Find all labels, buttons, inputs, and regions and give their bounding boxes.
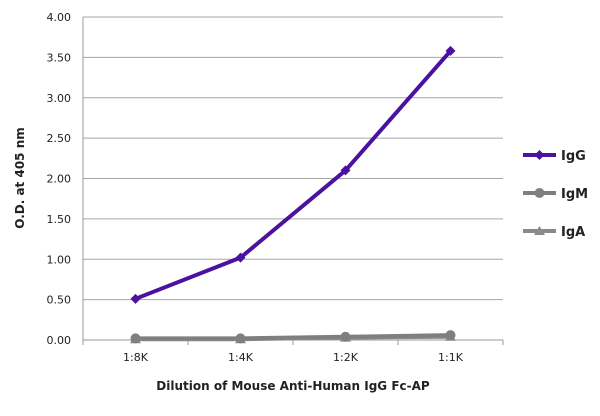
series-IgM [130,330,456,344]
x-tick-label: 1:4K [228,351,254,364]
y-tick-label: 0.50 [47,294,72,307]
circle-marker [235,333,246,344]
y-tick-label: 3.00 [47,92,72,105]
y-tick-label: 1.00 [47,253,72,266]
y-axis-title: O.D. at 405 nm [13,127,27,228]
x-tick-label: 1:8K [123,351,149,364]
circle-marker [445,330,456,341]
legend: IgG IgM IgA [523,149,588,240]
circle-marker [534,188,545,198]
x-axis-title: Dilution of Mouse Anti-Human IgG Fc-AP [156,379,430,393]
diamond-marker [235,252,246,263]
y-tick-label: 2.50 [47,132,72,145]
legend-item: IgG [523,149,586,164]
y-tick-labels: 0.00 0.50 1.00 1.50 2.00 2.50 3.00 3.50 4.00 [47,11,72,347]
diamond-marker [445,45,456,56]
legend-item: IgA [523,225,585,240]
y-tick-label: 2.00 [47,173,72,186]
series-line [134,49,453,301]
legend-label: IgM [561,187,588,202]
series-lines [130,45,456,344]
legend-label: IgA [561,225,585,240]
y-tick-label: 1.50 [47,213,72,226]
y-tick-label: 0.00 [47,334,72,347]
x-tick-label: 1:1K [438,351,464,364]
diamond-marker [340,165,351,176]
diamond-marker [130,293,141,304]
circle-marker [340,331,351,342]
y-tick-label: 3.50 [47,51,72,64]
y-tick-label: 4.00 [47,11,72,24]
series-line [135,333,451,341]
x-tick-label: 1:2K [333,351,359,364]
legend-item: IgM [523,187,588,202]
diamond-marker [534,150,545,160]
x-tick-labels: 1:8K 1:4K 1:2K 1:1K [123,351,464,364]
triangle-marker [534,226,545,235]
circle-marker [130,333,141,344]
legend-label: IgG [561,149,586,164]
series-IgG [130,45,456,304]
gridlines [82,16,504,345]
